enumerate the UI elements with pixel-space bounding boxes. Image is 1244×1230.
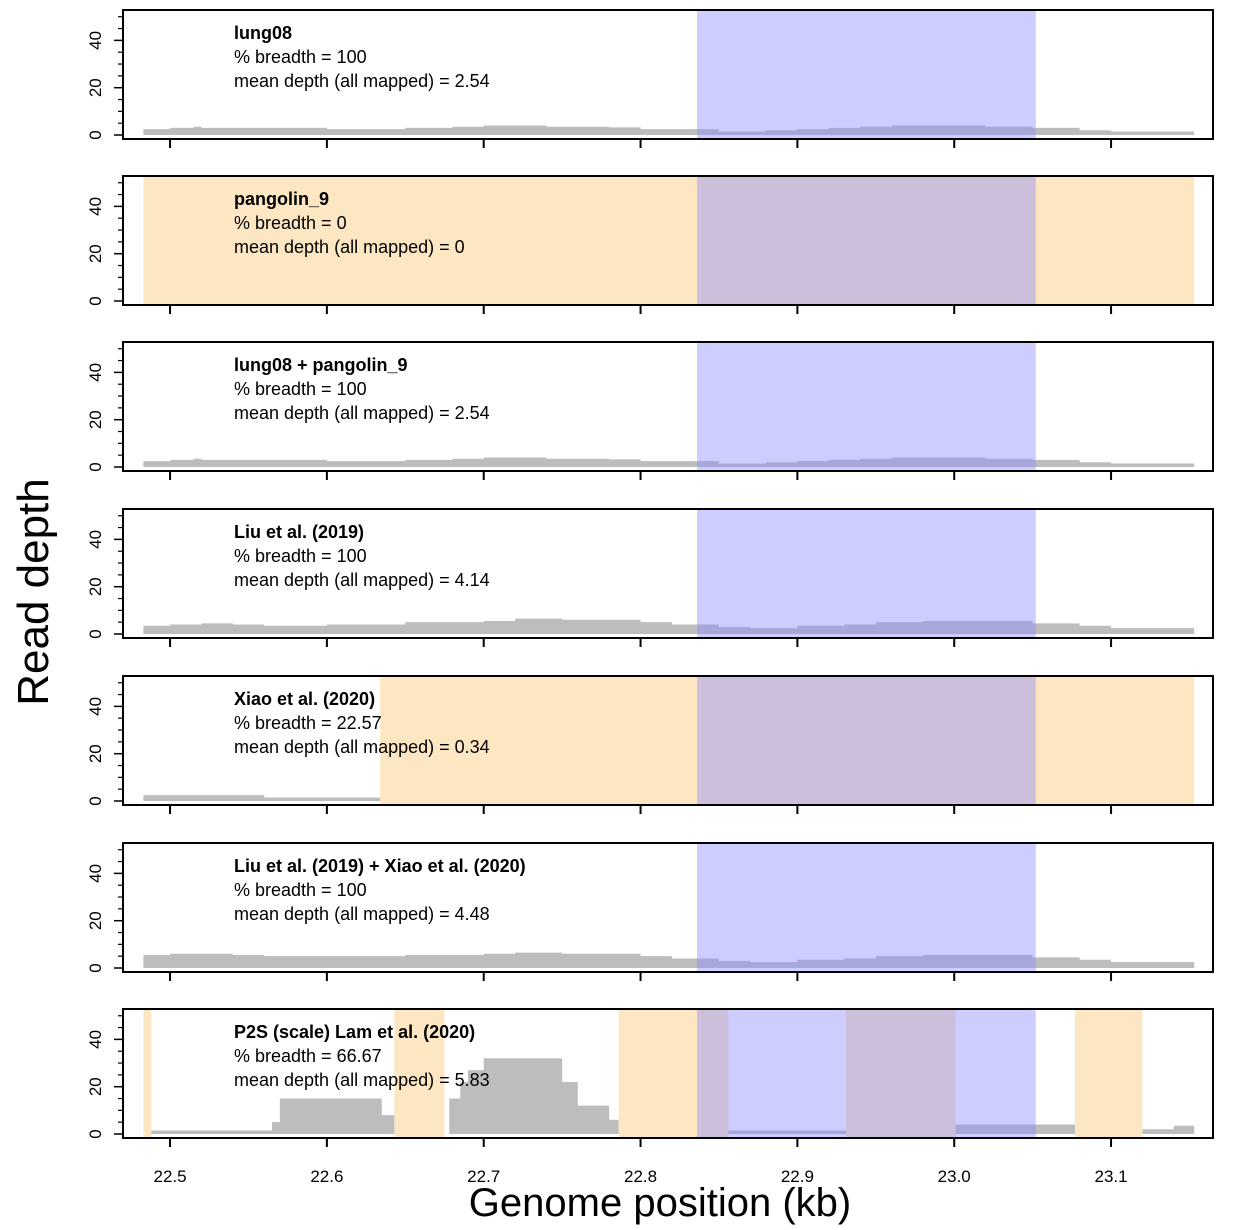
y-tick-label: 40 — [86, 864, 105, 883]
x-tick-label: 22.8 — [624, 1167, 657, 1186]
x-tick-label: 22.9 — [781, 1167, 814, 1186]
coverage-panel: 0 20 40 Liu et al. (2019) % breadth = 100 mea… — [86, 508, 1214, 647]
no-coverage-region — [394, 1010, 445, 1137]
x-tick-label: 22.6 — [310, 1167, 343, 1186]
y-tick-label: 20 — [86, 1077, 105, 1096]
panel-stat: mean depth (all mapped) = 5.83 — [234, 1070, 490, 1090]
y-tick-label: 40 — [86, 530, 105, 549]
y-tick-label: 20 — [86, 244, 105, 263]
panel-title: lung08 + pangolin_9 — [234, 355, 408, 375]
y-tick-label: 0 — [86, 296, 105, 305]
y-tick-label: 40 — [86, 363, 105, 382]
y-tick-label: 20 — [86, 410, 105, 429]
panel-title: P2S (scale) Lam et al. (2020) — [234, 1022, 475, 1042]
panel-stat: % breadth = 100 — [234, 47, 367, 67]
x-axis-label: Genome position (kb) — [469, 1181, 851, 1225]
read-depth-area — [143, 795, 1195, 801]
panel-title: Xiao et al. (2020) — [234, 689, 375, 709]
highlight-region — [697, 11, 1036, 138]
coverage-panel: 0 20 40 Liu et al. (2019) + Xiao et al. (20… — [86, 842, 1214, 981]
highlight-region — [697, 844, 1036, 971]
y-tick-label: 40 — [86, 31, 105, 50]
panel-stat: % breadth = 100 — [234, 379, 367, 399]
x-tick-label: 22.7 — [467, 1167, 500, 1186]
panel-stat: mean depth (all mapped) = 0.34 — [234, 737, 490, 757]
panel-title: Liu et al. (2019) + Xiao et al. (2020) — [234, 856, 526, 876]
panel-stat: % breadth = 100 — [234, 880, 367, 900]
panel-stat: % breadth = 22.57 — [234, 713, 382, 733]
x-tick-label: 23.0 — [938, 1167, 971, 1186]
highlight-region — [697, 1010, 1036, 1137]
y-tick-label: 20 — [86, 577, 105, 596]
panel-title: lung08 — [234, 23, 292, 43]
y-axis-label: Read depth — [9, 478, 58, 706]
panel-frame — [122, 341, 1214, 472]
y-tick-label: 0 — [86, 1129, 105, 1138]
no-coverage-region — [143, 177, 1195, 304]
y-tick-label: 40 — [86, 697, 105, 716]
no-coverage-region — [380, 677, 1195, 804]
panel-stat: % breadth = 100 — [234, 546, 367, 566]
panel-stat: mean depth (all mapped) = 2.54 — [234, 403, 490, 423]
highlight-region — [697, 177, 1036, 304]
y-tick-label: 20 — [86, 911, 105, 930]
highlight-region — [697, 343, 1036, 470]
panel-frame — [122, 842, 1214, 973]
panel-title: Liu et al. (2019) — [234, 522, 364, 542]
y-tick-label: 40 — [86, 1030, 105, 1049]
read-depth-area — [143, 618, 1195, 634]
panel-frame — [122, 9, 1214, 140]
y-tick-label: 0 — [86, 963, 105, 972]
y-tick-label: 20 — [86, 744, 105, 763]
panel-stat: mean depth (all mapped) = 2.54 — [234, 71, 490, 91]
panel-frame — [122, 508, 1214, 639]
highlight-region — [697, 510, 1036, 637]
y-tick-label: 0 — [86, 130, 105, 139]
panel-title: pangolin_9 — [234, 189, 329, 209]
panel-frame — [122, 175, 1214, 306]
highlight-region — [697, 677, 1036, 804]
x-tick-label: 23.1 — [1095, 1167, 1128, 1186]
y-tick-label: 0 — [86, 796, 105, 805]
coverage-panel: 0 20 40 lung08 % breadth = 100 mean depth (al… — [86, 9, 1214, 148]
read-depth-area — [143, 125, 1195, 135]
panel-stat: mean depth (all mapped) = 4.48 — [234, 904, 490, 924]
coverage-panel: 0 20 40 Xiao et al. (2020) % breadth = 22.57… — [86, 675, 1214, 814]
no-coverage-region — [618, 1010, 729, 1137]
read-depth-area — [143, 457, 1195, 467]
y-tick-label: 20 — [86, 78, 105, 97]
panel-frame — [122, 675, 1214, 806]
panel-stat: mean depth (all mapped) = 0 — [234, 237, 465, 257]
read-depth-area — [143, 952, 1195, 968]
panel-frame — [122, 1008, 1214, 1139]
panel-stat: % breadth = 66.67 — [234, 1046, 382, 1066]
coverage-panel: 0 20 40 lung08 + pangolin_9 % breadth = 100 m… — [86, 341, 1214, 480]
coverage-panel: 0 20 40 pangolin_9 % breadth = 0 mean depth (… — [86, 175, 1214, 314]
no-coverage-region — [1074, 1010, 1143, 1137]
coverage-panel: 0 20 40 22.5 22.6 22.7 22.8 22.9 23.0 23.1 P2S (sc… — [86, 1008, 1214, 1186]
panels-container: 0 20 40 lung08 % breadth = 100 mean depth (al… — [86, 9, 1214, 1186]
no-coverage-region — [846, 1010, 956, 1137]
no-coverage-region — [143, 1010, 152, 1137]
y-tick-label: 40 — [86, 197, 105, 216]
panel-stat: mean depth (all mapped) = 4.14 — [234, 570, 490, 590]
y-tick-label: 0 — [86, 462, 105, 471]
panel-stat: % breadth = 0 — [234, 213, 347, 233]
y-tick-label: 0 — [86, 629, 105, 638]
x-tick-label: 22.5 — [154, 1167, 187, 1186]
